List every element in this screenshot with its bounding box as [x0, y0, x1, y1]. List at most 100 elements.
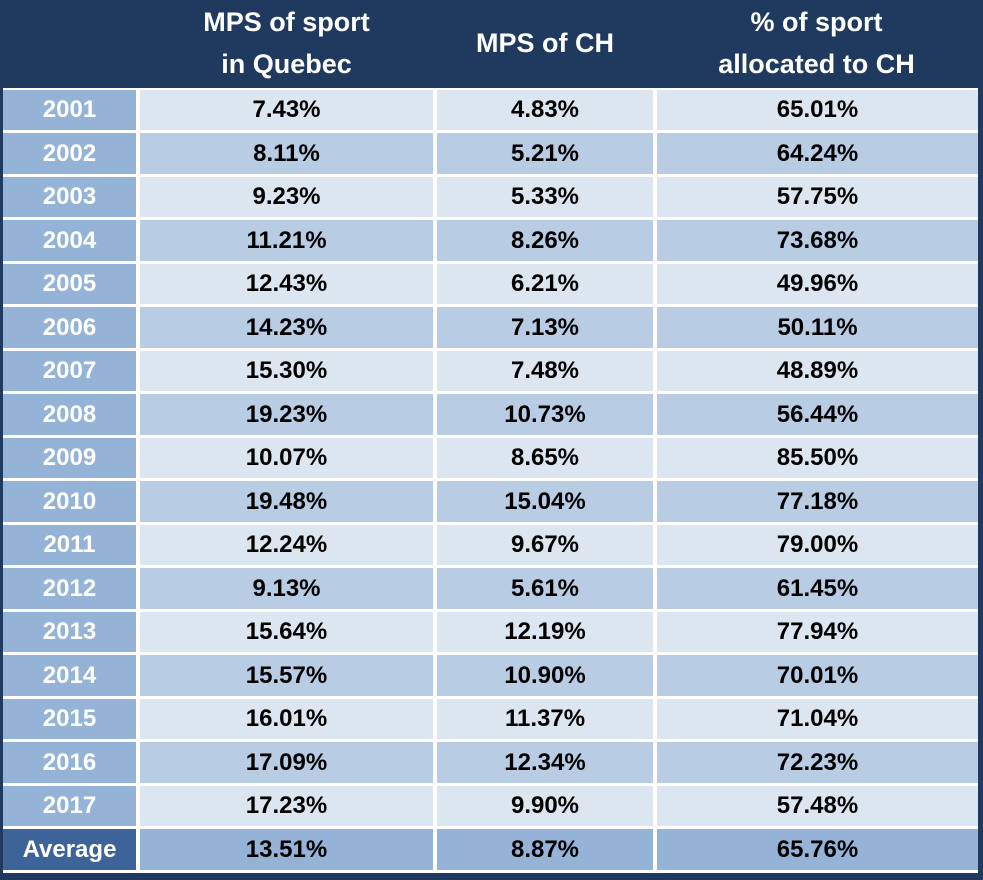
mps-ch-cell: 15.04% [433, 478, 657, 525]
table-row: 2012 9.13% 5.61% 61.45% [3, 565, 978, 612]
header-line: % of sport [750, 7, 883, 38]
mps-ch-cell: 9.67% [433, 522, 657, 569]
table-row: 2014 15.57% 10.90% 70.01% [3, 652, 978, 699]
year-cell: 2007 [3, 348, 140, 395]
mps-sport-quebec-cell: 15.30% [136, 348, 437, 395]
average-label-cell: Average [3, 826, 140, 873]
pct-allocated-cell: 61.45% [653, 565, 978, 612]
year-cell: 2011 [3, 522, 140, 569]
table-row: 2002 8.11% 5.21% 64.24% [3, 130, 978, 177]
mps-ch-cell: 12.34% [433, 739, 657, 786]
table-row: 2008 19.23% 10.73% 56.44% [3, 391, 978, 438]
mps-sport-quebec-cell: 9.13% [136, 565, 437, 612]
year-cell: 2010 [3, 478, 140, 525]
mps-ch-cell: 10.90% [433, 652, 657, 699]
table-header: MPS of sport in Quebec MPS of CH % of sp… [3, 0, 978, 89]
pct-allocated-cell: 50.11% [653, 304, 978, 351]
mps-sport-quebec-cell: 15.64% [136, 609, 437, 656]
mps-sport-quebec-cell: 14.23% [136, 304, 437, 351]
average-pct-allocated-cell: 65.76% [653, 826, 978, 873]
pct-allocated-cell: 48.89% [653, 348, 978, 395]
mps-ch-cell: 5.61% [433, 565, 657, 612]
table-row: 2016 17.09% 12.34% 72.23% [3, 739, 978, 786]
average-row: Average 13.51% 8.87% 65.76% [3, 826, 978, 873]
mps-ch-cell: 12.19% [433, 609, 657, 656]
pct-allocated-cell: 85.50% [653, 435, 978, 482]
pct-allocated-cell: 65.01% [653, 88, 978, 134]
year-cell: 2002 [3, 130, 140, 177]
header-line: allocated to CH [718, 49, 915, 79]
year-cell: 2006 [3, 304, 140, 351]
mps-sport-quebec-cell: 12.24% [136, 522, 437, 569]
mps-sport-quebec-cell: 15.57% [136, 652, 437, 699]
pct-allocated-cell: 77.18% [653, 478, 978, 525]
table-row: 2005 12.43% 6.21% 49.96% [3, 261, 978, 308]
year-cell: 2014 [3, 652, 140, 699]
pct-allocated-cell: 79.00% [653, 522, 978, 569]
year-cell: 2017 [3, 783, 140, 830]
mps-sport-quebec-cell: 17.09% [136, 739, 437, 786]
header-cell-mps-ch: MPS of CH [435, 0, 655, 89]
year-cell: 2016 [3, 739, 140, 786]
pct-allocated-cell: 72.23% [653, 739, 978, 786]
mps-sport-quebec-cell: 19.23% [136, 391, 437, 438]
mps-sport-quebec-cell: 8.11% [136, 130, 437, 177]
pct-allocated-cell: 57.75% [653, 174, 978, 221]
year-cell: 2013 [3, 609, 140, 656]
mps-sport-quebec-cell: 19.48% [136, 478, 437, 525]
table-row: 2004 11.21% 8.26% 73.68% [3, 217, 978, 264]
mps-ch-cell: 5.33% [433, 174, 657, 221]
year-cell: 2015 [3, 696, 140, 743]
year-cell: 2005 [3, 261, 140, 308]
header-cell-pct-allocated: % of sport allocated to CH [655, 0, 978, 89]
mps-ch-cell: 7.13% [433, 304, 657, 351]
mps-sport-quebec-cell: 17.23% [136, 783, 437, 830]
pct-allocated-cell: 71.04% [653, 696, 978, 743]
mps-ch-cell: 4.83% [433, 88, 657, 134]
mps-ch-cell: 8.26% [433, 217, 657, 264]
year-cell: 2004 [3, 217, 140, 264]
header-cell-year [3, 0, 138, 89]
average-mps-ch-cell: 8.87% [433, 826, 657, 873]
header-row: MPS of sport in Quebec MPS of CH % of sp… [3, 0, 978, 89]
table-row: 2001 7.43% 4.83% 65.01% [3, 88, 978, 134]
year-cell: 2012 [3, 565, 140, 612]
mps-sport-quebec-cell: 10.07% [136, 435, 437, 482]
pct-allocated-cell: 57.48% [653, 783, 978, 830]
mps-ch-cell: 7.48% [433, 348, 657, 395]
pct-allocated-cell: 77.94% [653, 609, 978, 656]
table-row: 2003 9.23% 5.33% 57.75% [3, 174, 978, 221]
pct-allocated-cell: 70.01% [653, 652, 978, 699]
mps-ch-cell: 5.21% [433, 130, 657, 177]
year-cell: 2001 [3, 88, 140, 134]
mps-ch-cell: 8.65% [433, 435, 657, 482]
pct-allocated-cell: 49.96% [653, 261, 978, 308]
pct-allocated-cell: 56.44% [653, 391, 978, 438]
table-body: 2001 7.43% 4.83% 65.01% 2002 8.11% 5.21%… [3, 88, 978, 873]
header-line: MPS of sport [203, 7, 370, 38]
pct-allocated-cell: 73.68% [653, 217, 978, 264]
table-row: 2017 17.23% 9.90% 57.48% [3, 783, 978, 830]
mps-sport-quebec-cell: 16.01% [136, 696, 437, 743]
table-row: 2010 19.48% 15.04% 77.18% [3, 478, 978, 525]
year-cell: 2003 [3, 174, 140, 221]
mps-sport-quebec-cell: 11.21% [136, 217, 437, 264]
year-cell: 2009 [3, 435, 140, 482]
mps-ch-cell: 11.37% [433, 696, 657, 743]
mps-ch-cell: 10.73% [433, 391, 657, 438]
table-row: 2007 15.30% 7.48% 48.89% [3, 348, 978, 395]
table-row: 2013 15.64% 12.19% 77.94% [3, 609, 978, 656]
table-row: 2015 16.01% 11.37% 71.04% [3, 696, 978, 743]
mps-ch-cell: 9.90% [433, 783, 657, 830]
year-cell: 2008 [3, 391, 140, 438]
mps-sport-quebec-cell: 7.43% [136, 88, 437, 134]
table-row: 2006 14.23% 7.13% 50.11% [3, 304, 978, 351]
header-line: in Quebec [221, 49, 352, 79]
mps-sport-quebec-cell: 12.43% [136, 261, 437, 308]
mps-allocation-table: MPS of sport in Quebec MPS of CH % of sp… [3, 0, 978, 873]
header-cell-mps-sport-quebec: MPS of sport in Quebec [138, 0, 435, 89]
mps-ch-cell: 6.21% [433, 261, 657, 308]
average-mps-sport-cell: 13.51% [136, 826, 437, 873]
pct-allocated-cell: 64.24% [653, 130, 978, 177]
